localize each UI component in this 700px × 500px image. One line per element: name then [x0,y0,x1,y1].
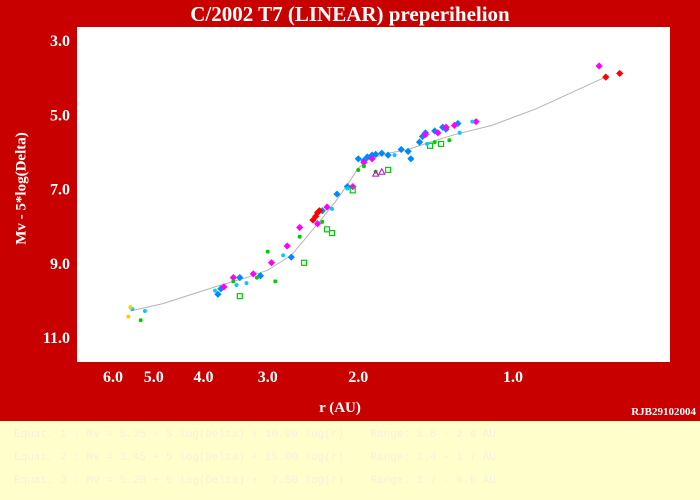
data-point-diamond [214,290,222,298]
data-point-diamond [360,158,368,167]
data-point-dot [281,253,286,258]
data-points-layer [126,62,624,323]
data-point-dot [212,288,217,293]
data-point-dot [142,309,147,314]
data-point-diamond [236,274,244,282]
equation-table: Equat. 1 : Mv = 5.35 + 5 log(Delta) + 10… [0,421,700,500]
data-point-diamond [421,131,430,139]
data-point-diamond [372,150,380,158]
data-point-diamond [315,207,324,215]
data-point-diamond [309,216,317,224]
data-point-diamond [454,119,462,128]
data-point-diamond [472,118,480,126]
data-point-diamond [595,62,603,70]
y-tick-label: 5.0 [50,107,70,124]
data-point-diamond [229,274,237,282]
y-tick-label: 3.0 [50,33,70,50]
data-point-diamond [407,155,415,163]
data-point-dot [231,279,236,284]
x-axis-label: r (AU) [319,400,361,416]
data-point-diamond [404,147,412,155]
data-point-diamond [378,149,386,157]
data-point-dot [254,275,259,280]
data-point-diamond [363,153,371,161]
data-point-square [349,187,356,194]
data-point-diamond [267,259,276,267]
data-point-dot [265,249,270,254]
data-point-diamond [368,155,376,163]
data-point-dot [457,130,462,135]
x-tick-label: 6.0 [103,369,123,386]
x-tick-label: 4.0 [194,369,214,386]
data-point-diamond [616,69,624,78]
y-tick-label: 11.0 [43,330,70,347]
data-point-dot [128,305,133,310]
data-point-diamond [296,223,304,232]
data-point-diamond [323,203,331,211]
chart-title: C/2002 T7 (LINEAR) preperihelion [190,2,510,26]
data-point-dot [424,141,429,146]
data-point-dot [356,167,361,172]
data-point-diamond [354,155,362,163]
data-point-dot [432,140,437,145]
data-point-dot [234,283,239,288]
data-point-dot [470,119,475,124]
x-tick-label: 2.0 [348,369,368,386]
y-axis-label: Mv - 5*log(Delta) [13,132,30,245]
data-point-square [236,293,243,300]
data-point-dot [320,219,325,224]
x-tick-label: 5.0 [144,369,164,386]
data-point-dot [361,164,366,169]
data-point-square [384,166,392,174]
table-row: Equat. 2 : Mv = 3.45 + 5 log(Delta) + 15… [14,452,496,464]
data-point-diamond [450,121,459,129]
x-tick-label: 3.0 [258,369,278,386]
data-point-diamond [602,73,610,81]
data-point-diamond [220,283,228,291]
x-tick-labels: 6.0 5.0 4.0 3.0 2.0 1.0 [103,369,523,386]
data-point-square [328,229,336,237]
data-point-dot [273,279,278,284]
data-point-dot [126,314,131,319]
data-point-diamond [384,151,392,159]
credit-label: RJB29102004 [631,406,696,418]
data-point-diamond [283,242,291,250]
data-point-dot [329,206,334,211]
data-point-dot [138,318,143,323]
table-row: Equat. 3 : Mv = 5.20 + 5 log(Delta) + 7.… [14,475,496,487]
table-row: Equat. 1 : Mv = 5.35 + 5 log(Delta) + 10… [14,429,496,441]
x-tick-label: 1.0 [503,369,523,386]
data-point-square [300,259,308,266]
data-point-diamond [313,220,322,228]
y-tick-label: 7.0 [50,182,70,199]
data-point-dot [244,281,249,286]
data-point-diamond [249,270,257,278]
data-point-diamond [431,127,439,135]
data-point-triangle [371,169,380,177]
chart-area: 3.0 5.0 7.0 9.0 11.0 6.0 5.0 4.0 3.0 2.0 1.0 [43,27,670,386]
data-point-diamond [442,123,450,131]
data-point-diamond [256,272,265,280]
y-tick-labels: 3.0 5.0 7.0 9.0 11.0 [43,33,70,347]
data-point-diamond [287,253,295,261]
data-point-dot [447,138,452,143]
data-point-diamond [434,129,442,137]
data-point-diamond [333,190,341,198]
data-point-triangle [377,167,386,175]
plot-background [77,27,670,362]
y-tick-label: 9.0 [50,256,70,273]
data-point-dot [345,186,350,191]
data-point-diamond [397,145,405,154]
chart-svg: 3.0 5.0 7.0 9.0 11.0 6.0 5.0 4.0 3.0 2.0 1.0 [43,27,670,386]
data-point-square [437,140,445,148]
data-point-dot [297,234,302,239]
data-point-dot [392,153,397,158]
data-point-diamond [415,138,424,146]
data-point-square [323,226,331,233]
